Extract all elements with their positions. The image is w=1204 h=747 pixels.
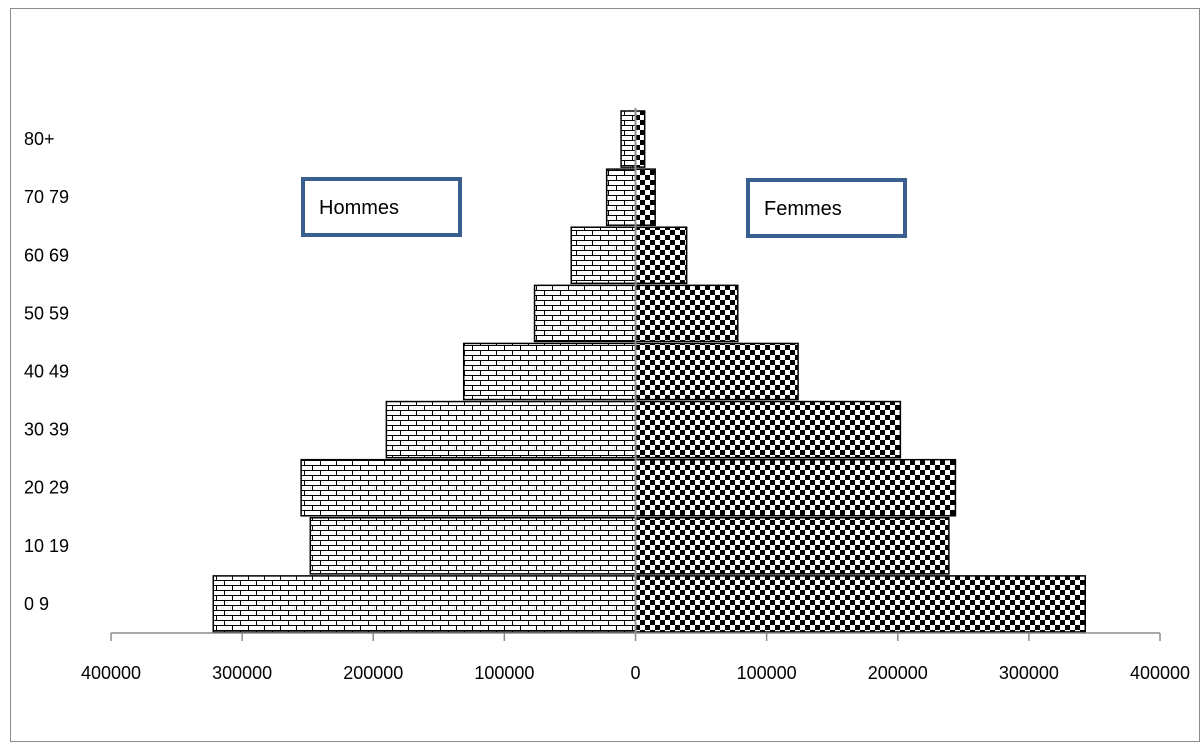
y-tick-label: 50 59: [24, 303, 69, 323]
hommes-bar: [300, 458, 637, 517]
x-tick-labels: 400000 300000 200000 100000 0 100000 200000 300…: [81, 663, 1190, 683]
femmes-bar: [634, 284, 739, 343]
femmes-bar: [634, 458, 957, 517]
legend-hommes-label: Hommes: [319, 197, 399, 219]
hommes-bar: [620, 110, 637, 168]
y-tick-label: 0 9: [24, 594, 49, 614]
hommes-bar: [309, 517, 637, 575]
femmes-bars: [634, 110, 1087, 633]
hommes-bar: [570, 226, 637, 285]
y-tick-label: 30 39: [24, 420, 69, 440]
femmes-bar: [634, 226, 688, 285]
y-tick-label: 10 19: [24, 536, 69, 556]
legend: Hommes Femmes: [301, 177, 907, 238]
femmes-bar: [634, 517, 950, 575]
x-tick-label: 300000: [212, 663, 272, 683]
hommes-bar: [605, 168, 637, 226]
hommes-bar: [385, 400, 637, 459]
x-tick-label: 200000: [343, 663, 403, 683]
legend-femmes-box: [746, 178, 907, 238]
y-tick-label: 60 69: [24, 245, 69, 265]
y-tick-label: 70 79: [24, 187, 69, 207]
femmes-bar: [634, 110, 646, 168]
femmes-bar: [634, 575, 1087, 633]
y-tick-labels: 0 9 10 19 20 29 30 39 40 49 50 59 60 69 70 79 80…: [24, 129, 69, 614]
x-tick-label: 100000: [474, 663, 534, 683]
femmes-bar: [634, 400, 902, 459]
x-tick-label: 200000: [868, 663, 928, 683]
x-tick-label: 400000: [81, 663, 141, 683]
y-tick-label: 20 29: [24, 478, 69, 498]
hommes-bars: [212, 110, 637, 633]
y-tick-label: 40 49: [24, 362, 69, 382]
axes: [110, 108, 1161, 641]
hommes-bar: [212, 575, 637, 633]
y-tick-label: 80+: [24, 129, 55, 149]
legend-femmes-label: Femmes: [764, 198, 842, 220]
femmes-bar: [634, 342, 799, 401]
legend-hommes-box: [301, 177, 462, 237]
x-tick-label: 400000: [1130, 663, 1190, 683]
hommes-bar: [462, 342, 637, 401]
x-tick-label: 300000: [999, 663, 1059, 683]
x-tick-label: 0: [630, 663, 640, 683]
femmes-bar: [634, 168, 656, 226]
x-tick-label: 100000: [737, 663, 797, 683]
hommes-bar: [533, 284, 637, 343]
